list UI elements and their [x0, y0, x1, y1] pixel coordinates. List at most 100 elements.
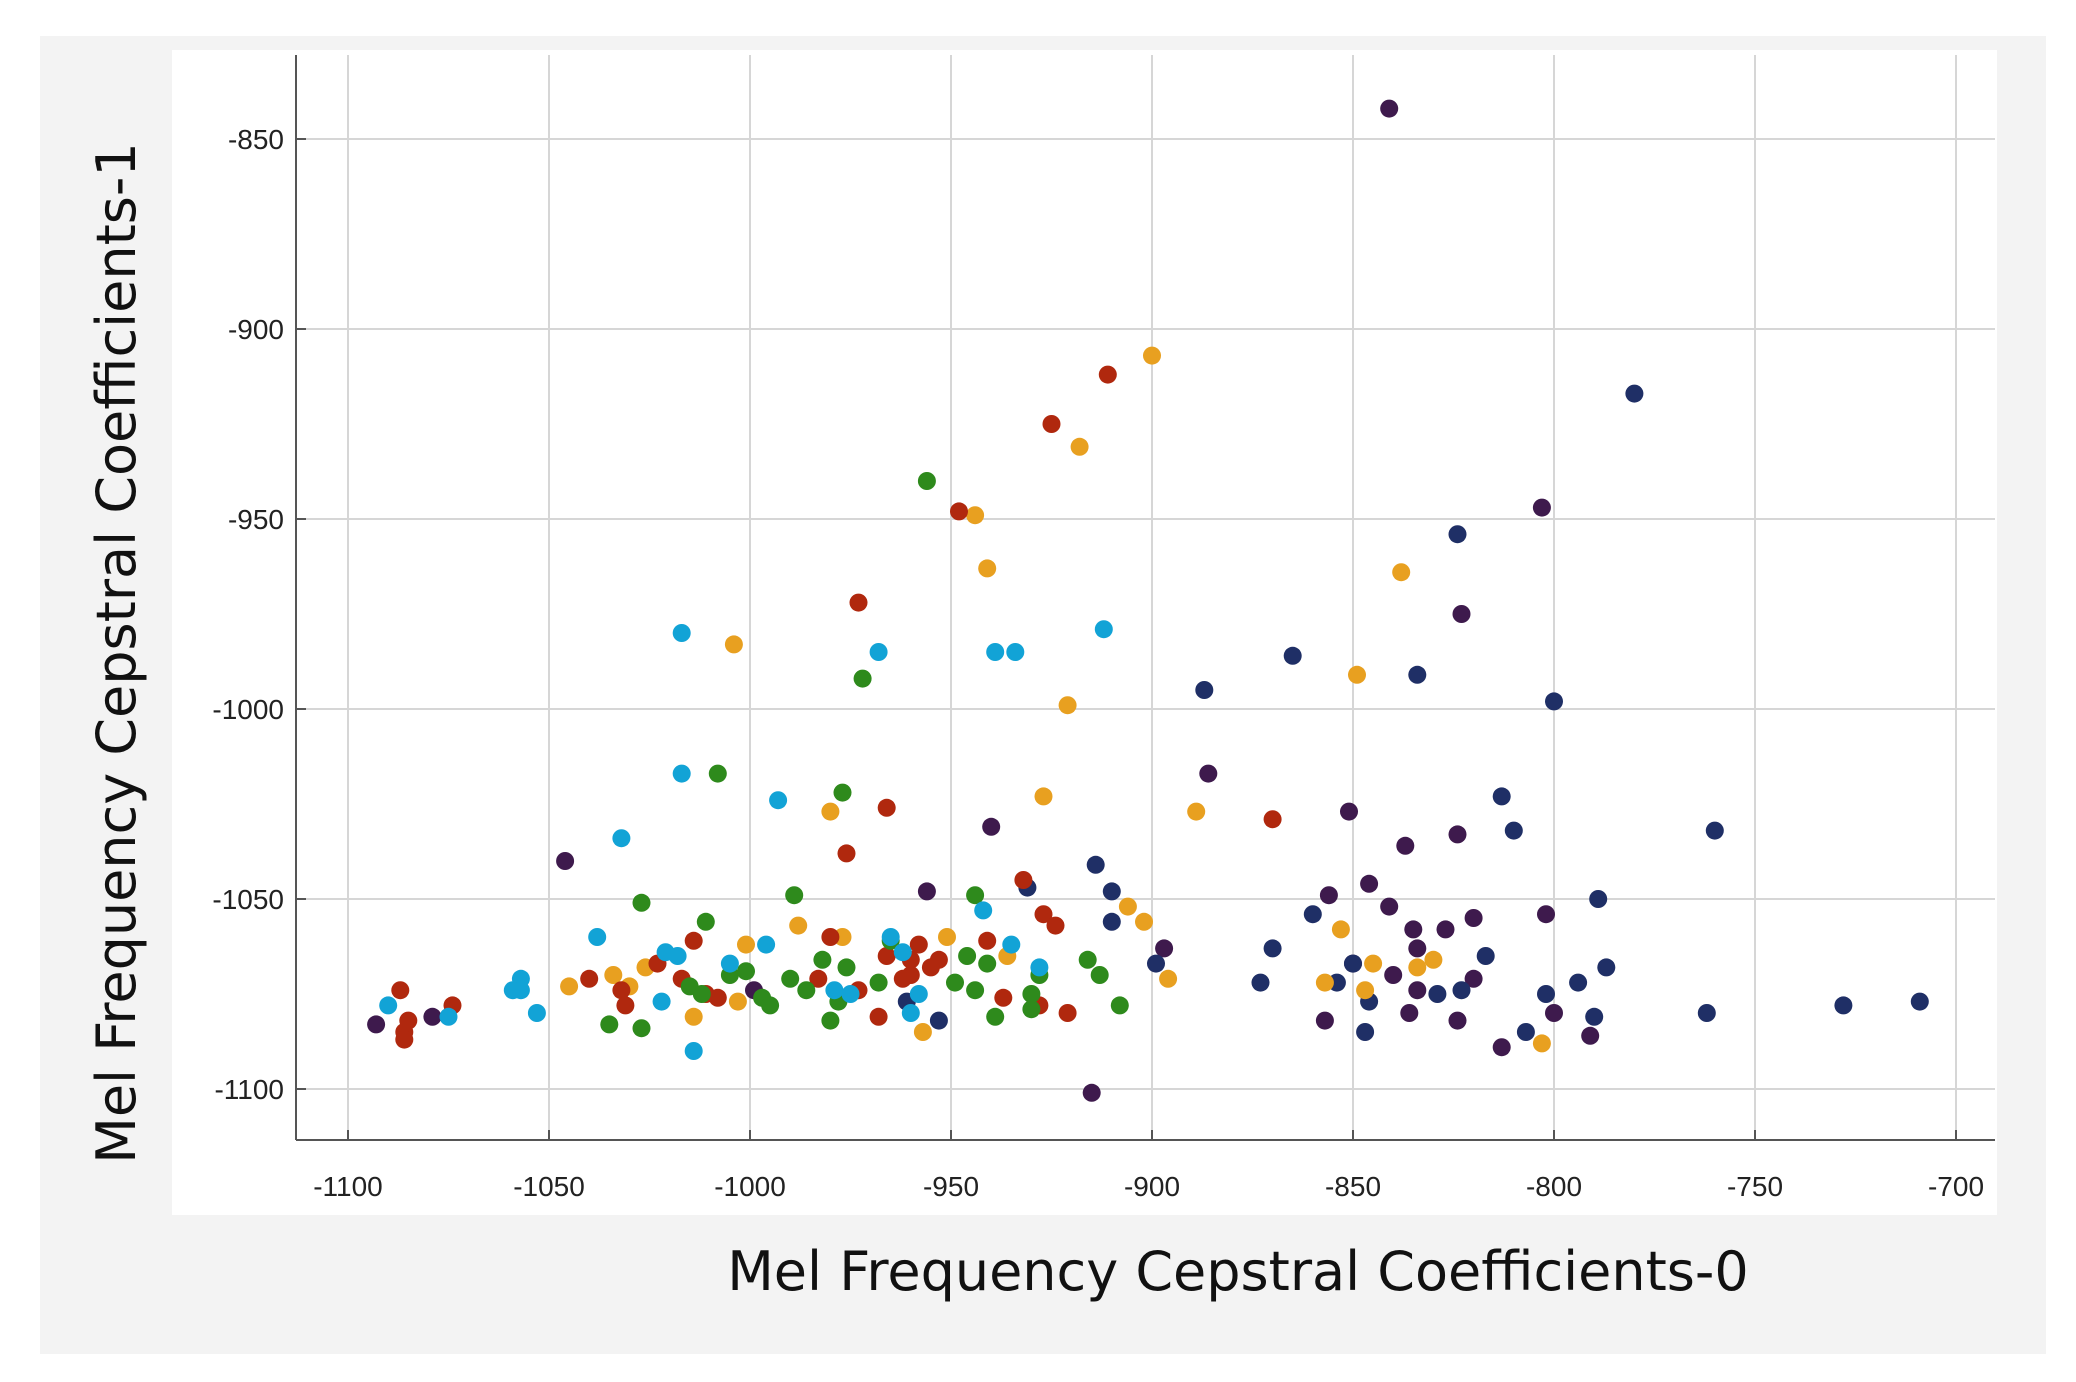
data-point	[1034, 905, 1053, 924]
data-point	[1102, 882, 1121, 901]
data-point	[556, 852, 575, 870]
data-point	[1356, 981, 1375, 1000]
data-point	[616, 996, 635, 1015]
data-point	[379, 996, 398, 1015]
x-tick-label: -850	[1325, 1171, 1381, 1202]
data-point	[724, 635, 743, 654]
data-point	[1159, 969, 1178, 988]
data-point	[1251, 973, 1270, 992]
data-point	[632, 1019, 651, 1038]
data-point	[1002, 935, 1021, 954]
data-point	[1537, 985, 1555, 1003]
data-point	[1034, 787, 1053, 806]
data-point	[1597, 958, 1616, 977]
data-point	[1400, 1004, 1419, 1022]
data-point	[1476, 947, 1495, 965]
y-tick-label: -1100	[214, 1074, 284, 1105]
data-point	[1118, 897, 1137, 916]
data-point	[1058, 696, 1077, 715]
data-point	[893, 969, 912, 988]
data-point	[1082, 1083, 1101, 1102]
data-point	[612, 981, 631, 1000]
data-point	[527, 1004, 546, 1022]
data-point	[1380, 99, 1399, 118]
data-point	[1155, 939, 1174, 958]
data-point	[604, 966, 623, 984]
data-point	[1464, 969, 1483, 988]
data-point	[769, 791, 788, 810]
x-axis-title: Mel Frequency Cepstral Coefficients-0	[727, 1240, 1749, 1303]
data-point	[913, 1023, 932, 1041]
data-point	[1078, 950, 1097, 969]
data-point	[1344, 954, 1362, 973]
y-tick-label: -1000	[212, 694, 284, 725]
data-point	[652, 992, 671, 1011]
data-point	[1569, 973, 1588, 992]
data-point	[1392, 563, 1411, 582]
data-point	[1585, 1007, 1604, 1026]
y-tick-label: -900	[228, 314, 284, 345]
data-point	[1315, 973, 1334, 992]
data-point	[632, 893, 651, 912]
y-tick-label: -950	[228, 504, 284, 535]
grid-lines	[296, 55, 1995, 1140]
data-point	[588, 928, 607, 946]
data-point	[869, 1007, 888, 1026]
data-point	[720, 954, 739, 973]
data-point	[511, 981, 530, 1000]
data-point	[1348, 665, 1366, 684]
series-orange	[560, 346, 1551, 1053]
series-dark-red	[391, 365, 1282, 1049]
data-point	[1263, 810, 1282, 829]
x-tick-label: -800	[1526, 1171, 1582, 1202]
x-tick-label: -700	[1928, 1171, 1984, 1202]
data-point	[1404, 920, 1423, 939]
data-point	[600, 1015, 619, 1034]
data-point	[877, 947, 896, 965]
data-point	[1448, 1011, 1467, 1030]
data-point	[1340, 802, 1358, 821]
data-point	[1408, 939, 1427, 958]
data-point	[1364, 954, 1383, 973]
data-point	[757, 935, 776, 954]
data-point	[1090, 966, 1109, 984]
data-point	[1094, 620, 1113, 639]
data-point	[560, 977, 579, 996]
data-point	[929, 1011, 948, 1030]
data-point	[1283, 646, 1302, 665]
data-point	[1046, 916, 1065, 935]
data-point	[668, 947, 687, 965]
data-point	[1110, 996, 1129, 1015]
x-tick-label: -1050	[513, 1171, 585, 1202]
data-point	[1006, 643, 1025, 661]
data-point	[1303, 905, 1322, 924]
data-point	[728, 992, 747, 1011]
data-point	[1537, 905, 1555, 924]
data-point	[1589, 890, 1608, 908]
data-point	[869, 973, 888, 992]
data-point	[833, 783, 852, 802]
y-axis-title: Mel Frequency Cepstral Coefficients-1	[85, 142, 148, 1164]
data-point	[1195, 681, 1214, 699]
data-point	[1448, 825, 1467, 844]
data-point	[1022, 985, 1041, 1003]
data-point	[423, 1007, 442, 1026]
data-point	[1263, 939, 1282, 958]
data-point	[696, 912, 715, 931]
data-point	[1436, 920, 1455, 939]
series-dark-purple	[367, 99, 1600, 1102]
data-point	[1448, 525, 1467, 544]
data-point	[1697, 1004, 1716, 1022]
data-point	[958, 947, 977, 965]
data-point	[1098, 365, 1117, 384]
data-point	[994, 988, 1013, 1007]
data-point	[1625, 384, 1644, 403]
data-point	[761, 996, 780, 1015]
data-point	[1504, 821, 1523, 840]
data-point	[1030, 958, 1049, 977]
data-point	[986, 1007, 1005, 1026]
data-point	[1199, 764, 1218, 783]
data-point	[950, 502, 968, 521]
data-point	[1492, 1038, 1511, 1057]
